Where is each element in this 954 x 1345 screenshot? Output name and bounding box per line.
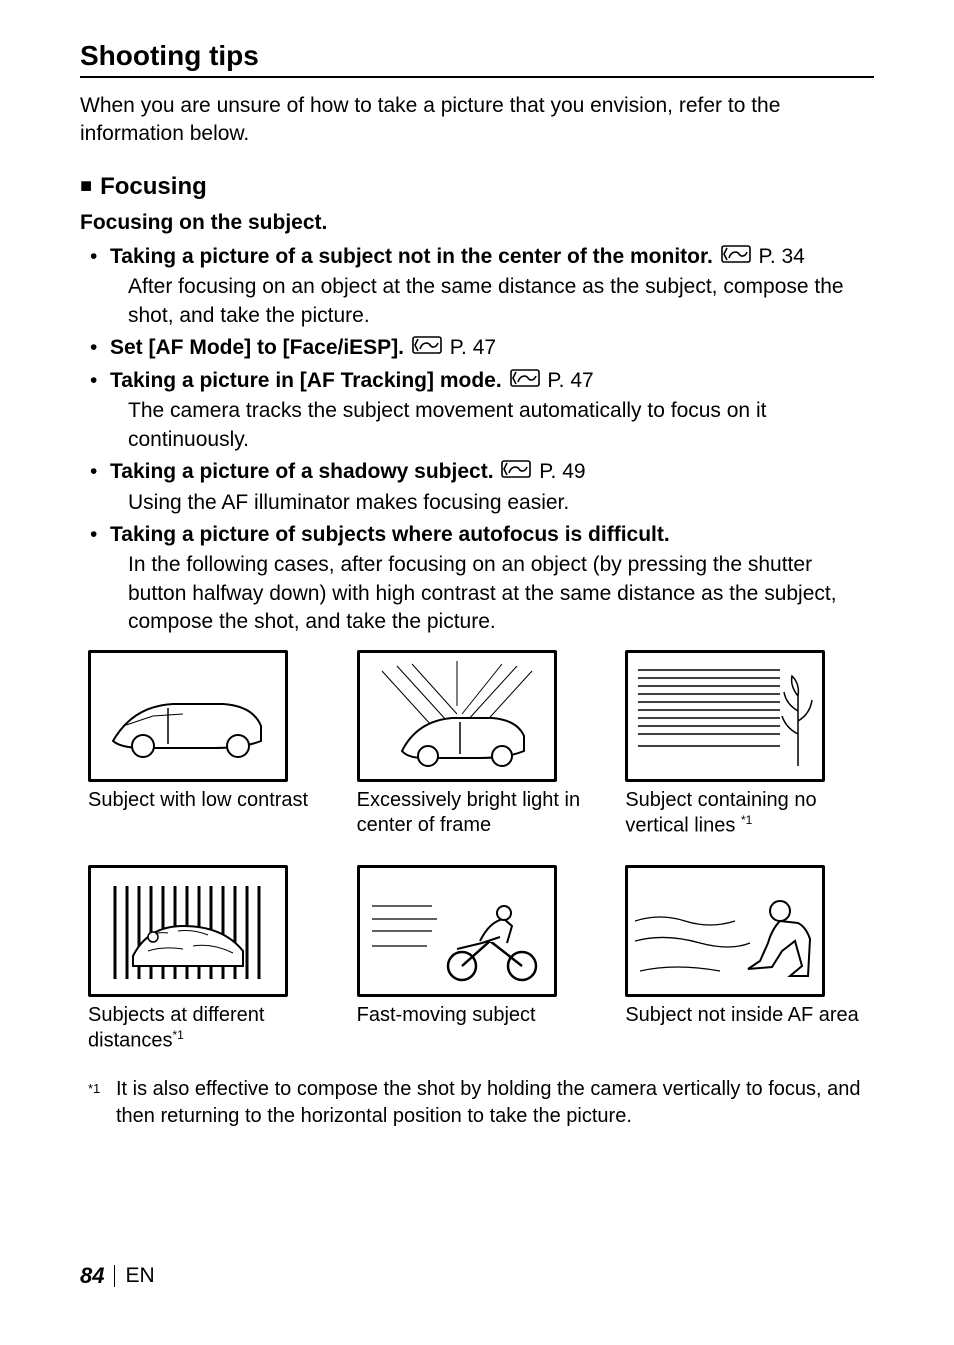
reference-icon [721, 243, 751, 271]
caption-outside-af: Subject not inside AF area [625, 1003, 865, 1028]
tip-item: Taking a picture in [AF Tracking] mode. … [88, 367, 874, 454]
page-footer: 84 EN [80, 1263, 155, 1289]
example-cell: Fast-moving subject [357, 865, 606, 1072]
footer-divider-icon [114, 1265, 115, 1287]
caption-no-vertical: Subject containing no vertical lines *1 [625, 788, 865, 839]
example-grid: Subject with low contrast Excessively br… [88, 650, 874, 1071]
tip-desc: In the following cases, after focusing o… [110, 551, 874, 636]
tip-pageref: P. 47 [547, 369, 593, 392]
footnote-text: It is also effective to compose the shot… [116, 1076, 874, 1130]
subsection-heading: ■ Focusing [80, 173, 874, 201]
reference-icon [501, 458, 531, 486]
tip-desc: Using the AF illuminator makes focusing … [110, 489, 874, 517]
footnote: *1 It is also effective to compose the s… [88, 1076, 874, 1130]
tip-item: Taking a picture of a shadowy subject. P… [88, 458, 874, 517]
tip-desc: After focusing on an object at the same … [110, 273, 874, 330]
illustration-bright-light [357, 650, 557, 782]
reference-icon [412, 334, 442, 362]
page-number: 84 [80, 1263, 104, 1289]
illustration-outside-af [625, 865, 825, 997]
caption-fast-moving: Fast-moving subject [357, 1003, 597, 1028]
caption-low-contrast: Subject with low contrast [88, 788, 328, 813]
intro-text: When you are unsure of how to take a pic… [80, 92, 874, 149]
example-cell: Subject with low contrast [88, 650, 337, 857]
tip-bold: Taking a picture in [AF Tracking] mode. [110, 369, 502, 392]
subsection-label: Focusing [100, 173, 207, 201]
tips-list: Taking a picture of a subject not in the… [80, 243, 874, 637]
tip-bold: Taking a picture of a subject not in the… [110, 245, 713, 268]
caption-sup: *1 [741, 813, 752, 827]
square-marker-icon: ■ [80, 175, 92, 198]
illustration-fast-moving [357, 865, 557, 997]
tip-item: Taking a picture of subjects where autof… [88, 521, 874, 636]
reference-icon [510, 367, 540, 395]
tip-pageref: P. 47 [450, 336, 496, 359]
illustration-diff-distances [88, 865, 288, 997]
focusing-subtitle: Focusing on the subject. [80, 211, 874, 235]
example-cell: Excessively bright light in center of fr… [357, 650, 606, 857]
tip-desc: The camera tracks the subject movement a… [110, 397, 874, 454]
tip-bold: Set [AF Mode] to [Face/iESP]. [110, 336, 404, 359]
page-lang: EN [125, 1264, 154, 1288]
tip-bold: Taking a picture of a shadowy subject. [110, 460, 494, 483]
tip-bold: Taking a picture of subjects where autof… [110, 523, 670, 546]
tip-pageref: P. 49 [539, 460, 585, 483]
caption-diff-distances: Subjects at different distances*1 [88, 1003, 328, 1054]
caption-sup: *1 [173, 1028, 184, 1042]
illustration-no-vertical [625, 650, 825, 782]
example-cell: Subject containing no vertical lines *1 [625, 650, 874, 857]
example-cell: Subjects at different distances*1 [88, 865, 337, 1072]
footnote-mark: *1 [88, 1076, 102, 1130]
illustration-low-contrast [88, 650, 288, 782]
tip-item: Set [AF Mode] to [Face/iESP]. P. 47 [88, 334, 874, 363]
caption-bright-light: Excessively bright light in center of fr… [357, 788, 597, 838]
caption-text: Subject containing no vertical lines [625, 789, 816, 837]
tip-pageref: P. 34 [759, 245, 805, 268]
example-cell: Subject not inside AF area [625, 865, 874, 1072]
tip-item: Taking a picture of a subject not in the… [88, 243, 874, 330]
section-title: Shooting tips [80, 40, 874, 78]
